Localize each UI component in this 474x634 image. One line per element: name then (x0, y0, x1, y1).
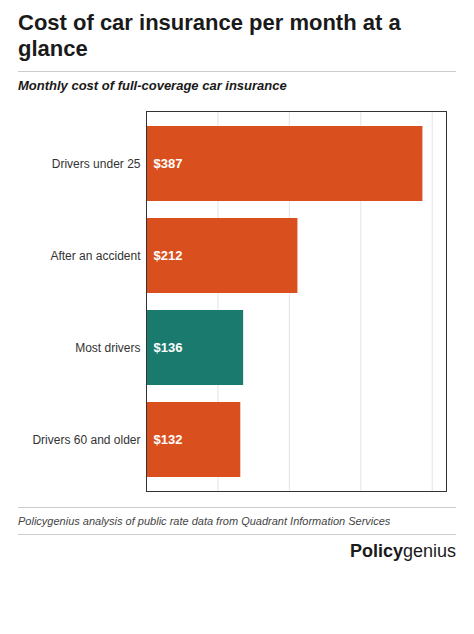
svg-text:$212: $212 (154, 248, 183, 263)
svg-text:Most drivers: Most drivers (75, 341, 140, 355)
svg-text:Drivers 60 and older: Drivers 60 and older (32, 433, 140, 447)
html-text:Policygenius analysis of publi: Policygenius analysis of public rate dat… (18, 514, 391, 527)
html-text:Policy genius: Policy genius (349, 541, 456, 562)
svg-text:After an accident: After an accident (50, 249, 141, 263)
svg-text:$132: $132 (154, 432, 183, 447)
svg-text:$387: $387 (154, 156, 183, 171)
html-text:Monthly cost of full-coverage: Monthly cost of full-coverage car insura… (18, 77, 287, 93)
svg-text:$136: $136 (154, 340, 183, 355)
svg-text:Drivers under 25: Drivers under 25 (52, 157, 141, 171)
html-text:Cost of car insurance per mont: Cost of car insurance per month at a gla… (18, 10, 401, 62)
